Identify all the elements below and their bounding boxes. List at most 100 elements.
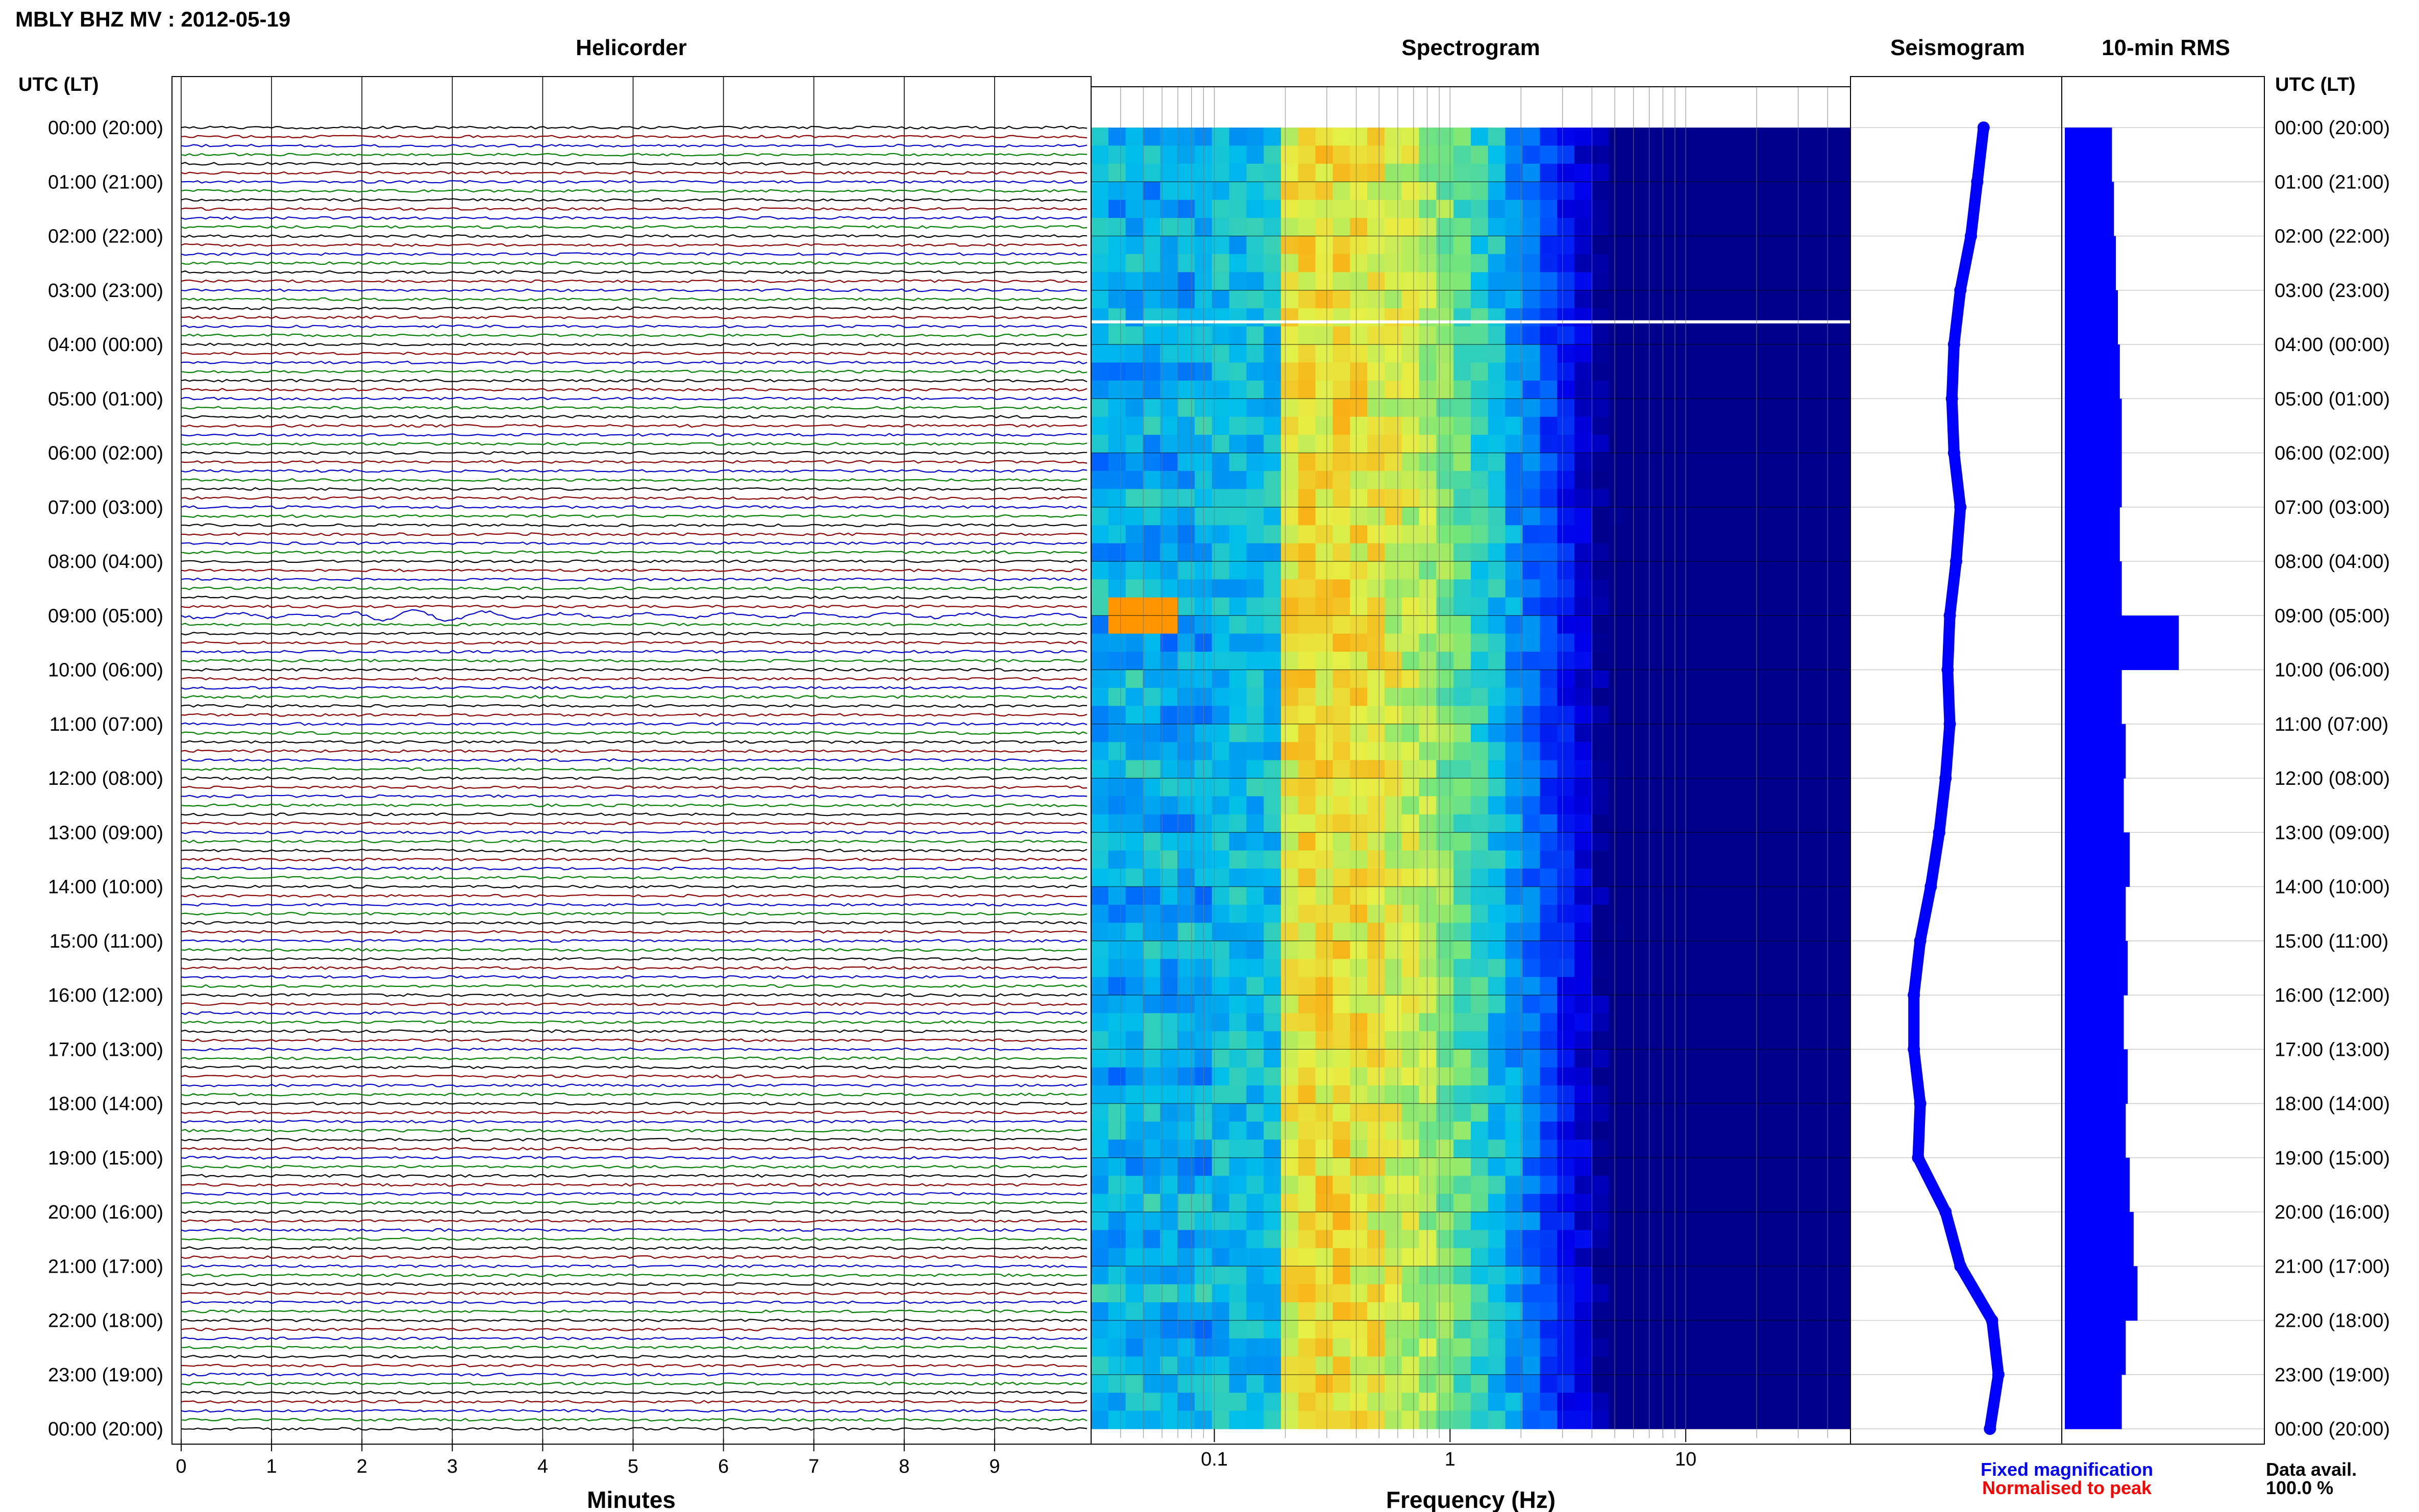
spectrogram-cell xyxy=(1574,416,1592,435)
spectrogram-cell xyxy=(1816,145,1834,164)
spectrogram-cell xyxy=(1350,814,1368,833)
spectrogram-cell xyxy=(1712,1139,1730,1158)
spectrogram-cell xyxy=(1522,670,1540,688)
spectrogram-cell xyxy=(1143,1230,1161,1249)
spectrogram-cell xyxy=(1298,1194,1316,1212)
seismogram-point xyxy=(1943,717,1956,730)
spectrogram-cell xyxy=(1695,1374,1713,1393)
spectrogram-cell xyxy=(1522,435,1540,454)
spectrogram-cell xyxy=(1471,163,1489,182)
spectrogram-cell xyxy=(1781,543,1799,562)
spectrogram-cell xyxy=(1229,904,1247,923)
spectrogram-cell xyxy=(1091,1013,1109,1032)
spectrogram-cell xyxy=(1143,670,1161,688)
spectrogram-cell xyxy=(1246,380,1264,399)
spectrogram-cell xyxy=(1401,1374,1420,1393)
spectrogram-cell xyxy=(1350,1139,1368,1158)
spectrogram-cell xyxy=(1246,218,1264,237)
spectrogram-cell xyxy=(1643,1302,1661,1321)
spectrogram-cell xyxy=(1177,525,1195,544)
spectrogram-cell xyxy=(1798,904,1816,923)
spectrogram-cell xyxy=(1833,1121,1851,1140)
spectrogram-cell xyxy=(1177,597,1195,616)
spectrogram-cell xyxy=(1695,163,1713,182)
spectrogram-cell xyxy=(1108,995,1126,1013)
spectrogram-cell xyxy=(1419,579,1437,598)
spectrogram-cell xyxy=(1143,453,1161,472)
spectrogram-cell xyxy=(1833,218,1851,237)
spectrogram-cell xyxy=(1350,380,1368,399)
spectrogram-cell xyxy=(1160,1410,1178,1429)
spectrogram-cell xyxy=(1367,145,1385,164)
spectrogram-cell xyxy=(1781,1410,1799,1429)
spectrogram-cell xyxy=(1661,1212,1679,1230)
spectrogram-cell xyxy=(1505,579,1523,598)
spectrogram-cell xyxy=(1557,760,1575,779)
spectrogram-cell xyxy=(1764,1157,1782,1176)
helicorder-trace xyxy=(181,667,1088,672)
spectrogram-cell xyxy=(1298,470,1316,489)
helicorder-trace xyxy=(181,911,1088,916)
spectrogram-cell xyxy=(1091,1410,1109,1429)
spectrogram-cell xyxy=(1522,1157,1540,1176)
spectrogram-cell xyxy=(1764,760,1782,779)
spectrogram-cell xyxy=(1798,218,1816,237)
spectrogram-cell xyxy=(1833,163,1851,182)
spectrogram-cell xyxy=(1747,706,1765,725)
spectrogram-cell xyxy=(1798,1230,1816,1249)
spectrogram-cell xyxy=(1350,904,1368,923)
helicorder-trace xyxy=(181,722,1088,726)
spectrogram-cell xyxy=(1332,1374,1350,1393)
spectrogram-cell xyxy=(1212,869,1230,887)
spectrogram-cell xyxy=(1764,1338,1782,1357)
spectrogram-cell xyxy=(1281,1049,1299,1068)
seismogram-point xyxy=(1908,1043,1920,1056)
spectrogram-cell xyxy=(1108,1410,1126,1429)
spectrogram-cell xyxy=(1712,453,1730,472)
spectrogram-cell xyxy=(1350,470,1368,489)
spectrogram-cell xyxy=(1108,1157,1126,1176)
spectrogram-cell xyxy=(1091,344,1109,363)
spectrogram-cell xyxy=(1384,163,1402,182)
spectrogram-cell xyxy=(1212,272,1230,291)
spectrogram-cell xyxy=(1677,561,1696,580)
spectrogram-cell xyxy=(1798,525,1816,544)
spectrogram-cell xyxy=(1712,416,1730,435)
spectrogram-cell xyxy=(1712,1302,1730,1321)
spectrogram-cell xyxy=(1522,200,1540,218)
spectrogram-cell xyxy=(1764,1284,1782,1303)
spectrogram-cell xyxy=(1626,1248,1644,1267)
spectrogram-cell xyxy=(1246,145,1264,164)
helicorder-trace xyxy=(181,433,1088,437)
spectrogram-cell xyxy=(1488,145,1506,164)
rms-bar xyxy=(2065,724,2126,779)
spectrogram-cell xyxy=(1177,760,1195,779)
spectrogram-cell xyxy=(1419,1031,1437,1050)
spectrogram-cell xyxy=(1488,1393,1506,1411)
spectrogram-cell xyxy=(1367,1139,1385,1158)
spectrogram-cell xyxy=(1677,453,1696,472)
spectrogram-cell xyxy=(1246,507,1264,526)
spectrogram-cell xyxy=(1298,1302,1316,1321)
spectrogram-cell xyxy=(1315,561,1333,580)
spectrogram-cell xyxy=(1212,344,1230,363)
helicorder-trace xyxy=(181,1391,1088,1395)
spectrogram-cell xyxy=(1401,470,1420,489)
spectrogram-cell xyxy=(1419,832,1437,851)
spectrogram-cell xyxy=(1160,706,1178,725)
spectrogram-cell xyxy=(1298,362,1316,381)
spectrogram-cell xyxy=(1453,1320,1471,1339)
spectrogram-cell xyxy=(1540,796,1558,815)
spectrogram-cell xyxy=(1229,416,1247,435)
spectrogram-cell xyxy=(1747,940,1765,959)
spectrogram-cell xyxy=(1574,652,1592,671)
spectrogram-cell xyxy=(1626,977,1644,996)
spectrogram-cell xyxy=(1212,959,1230,978)
spectrogram-cell xyxy=(1367,200,1385,218)
spectrogram-cell xyxy=(1781,742,1799,761)
rms-bar xyxy=(2065,344,2120,399)
spectrogram-cell xyxy=(1160,579,1178,598)
spectrogram-cell xyxy=(1540,145,1558,164)
spectrogram-cell xyxy=(1471,543,1489,562)
helicorder-trace xyxy=(181,279,1088,283)
